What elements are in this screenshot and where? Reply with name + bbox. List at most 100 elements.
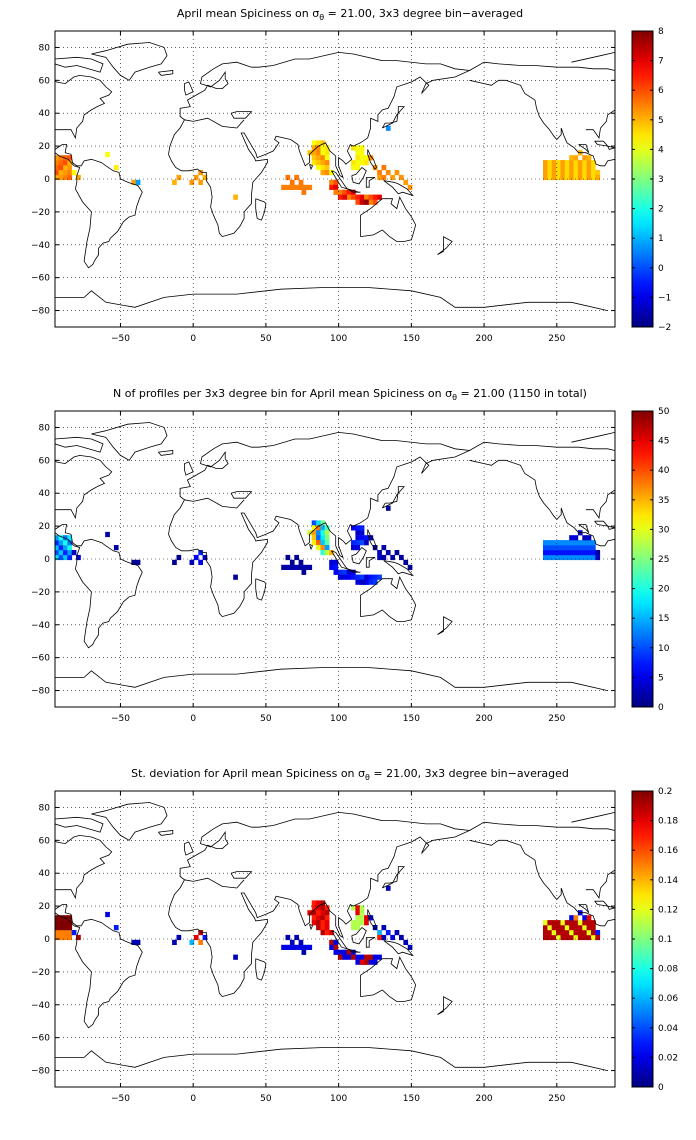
data-bin [372, 199, 378, 205]
data-bin [63, 915, 68, 921]
data-bin [586, 934, 592, 941]
coastline [55, 436, 104, 453]
data-bin [333, 184, 339, 190]
data-bin [556, 920, 561, 926]
colorbar-tick-label: 25 [658, 555, 669, 565]
y-tick-label: 0 [44, 555, 50, 565]
data-bin [368, 194, 374, 200]
coastline [607, 525, 615, 530]
data-bin [55, 934, 59, 941]
data-bin [193, 934, 199, 941]
data-bin [364, 199, 369, 205]
coastline [309, 543, 314, 551]
data-bin [569, 170, 574, 176]
data-bin [591, 934, 596, 941]
data-bin [569, 155, 574, 161]
data-bin [595, 554, 601, 561]
data-bin [364, 540, 369, 546]
data-bin [67, 920, 73, 926]
data-bin [329, 559, 334, 565]
map-layer [55, 791, 615, 1087]
data-bin [55, 554, 59, 561]
coastline [55, 74, 113, 140]
coastline [383, 180, 415, 197]
data-bin [556, 934, 561, 941]
coastline [157, 70, 174, 76]
data-bin [316, 165, 321, 171]
data-bin [303, 944, 308, 950]
data-bin [359, 155, 365, 161]
data-bin [320, 910, 326, 916]
data-bin [355, 920, 361, 926]
data-bin [324, 925, 330, 931]
data-bin [58, 915, 64, 921]
data-bin [311, 150, 317, 156]
data-bin [556, 545, 561, 551]
data-bin [377, 574, 382, 580]
data-bin [377, 194, 382, 200]
coastline [578, 144, 590, 153]
data-bin [547, 174, 553, 181]
data-bin [324, 910, 330, 916]
data-bin [551, 550, 557, 556]
data-bin [355, 954, 361, 960]
data-bin [394, 930, 400, 936]
data-bin [281, 564, 286, 570]
data-bin [289, 939, 295, 945]
coastline [331, 170, 349, 190]
data-bin [573, 540, 579, 546]
data-bin [390, 174, 395, 181]
x-tick-label: −50 [111, 1094, 130, 1104]
data-bin [320, 530, 326, 536]
data-bin [289, 179, 295, 185]
coastline [55, 56, 104, 73]
data-bin [547, 925, 553, 931]
colorbar-tick-label: 0.12 [658, 905, 678, 915]
data-bin [67, 165, 73, 171]
data-bin [298, 179, 304, 185]
colorbar-tick-label: 6 [658, 86, 664, 96]
data-bin [586, 540, 592, 546]
data-bin [324, 930, 330, 936]
data-bin [63, 545, 68, 551]
data-bin [569, 920, 574, 926]
data-bin [316, 150, 321, 156]
data-bin [320, 925, 326, 931]
data-bin [58, 554, 64, 561]
data-bin [329, 550, 334, 556]
colorbar-tick-label: 40 [658, 466, 670, 476]
colorbar-tick-label: 0.06 [658, 994, 678, 1004]
data-bin [105, 531, 110, 538]
data-bin [303, 184, 308, 190]
y-tick-label: −80 [31, 687, 50, 697]
data-bin [582, 170, 587, 176]
coastline [437, 996, 453, 1015]
data-bin [63, 925, 68, 931]
panel-std-deviation: St. deviation for April mean Spiciness o… [0, 760, 696, 1140]
data-bin [294, 554, 299, 561]
data-bin [294, 934, 299, 941]
coastline [55, 287, 608, 311]
data-bin [556, 925, 561, 931]
data-bin [320, 900, 326, 906]
data-bin [394, 550, 400, 556]
data-bin [551, 930, 557, 936]
data-bin [586, 545, 592, 551]
data-bin [285, 174, 291, 181]
data-bin [560, 174, 566, 181]
data-bin [364, 574, 369, 580]
data-bin [55, 930, 59, 936]
data-bin [351, 954, 356, 960]
data-bin [564, 174, 570, 181]
data-bin [368, 535, 374, 541]
data-bin [311, 540, 317, 546]
data-bin [591, 925, 596, 931]
x-tick-label: 250 [548, 334, 565, 344]
data-bin [135, 939, 141, 945]
data-bin [560, 925, 566, 931]
data-bin [560, 170, 566, 176]
data-bin [285, 564, 291, 570]
data-bin [285, 184, 291, 190]
coastline [367, 909, 377, 930]
data-bin [198, 559, 203, 565]
